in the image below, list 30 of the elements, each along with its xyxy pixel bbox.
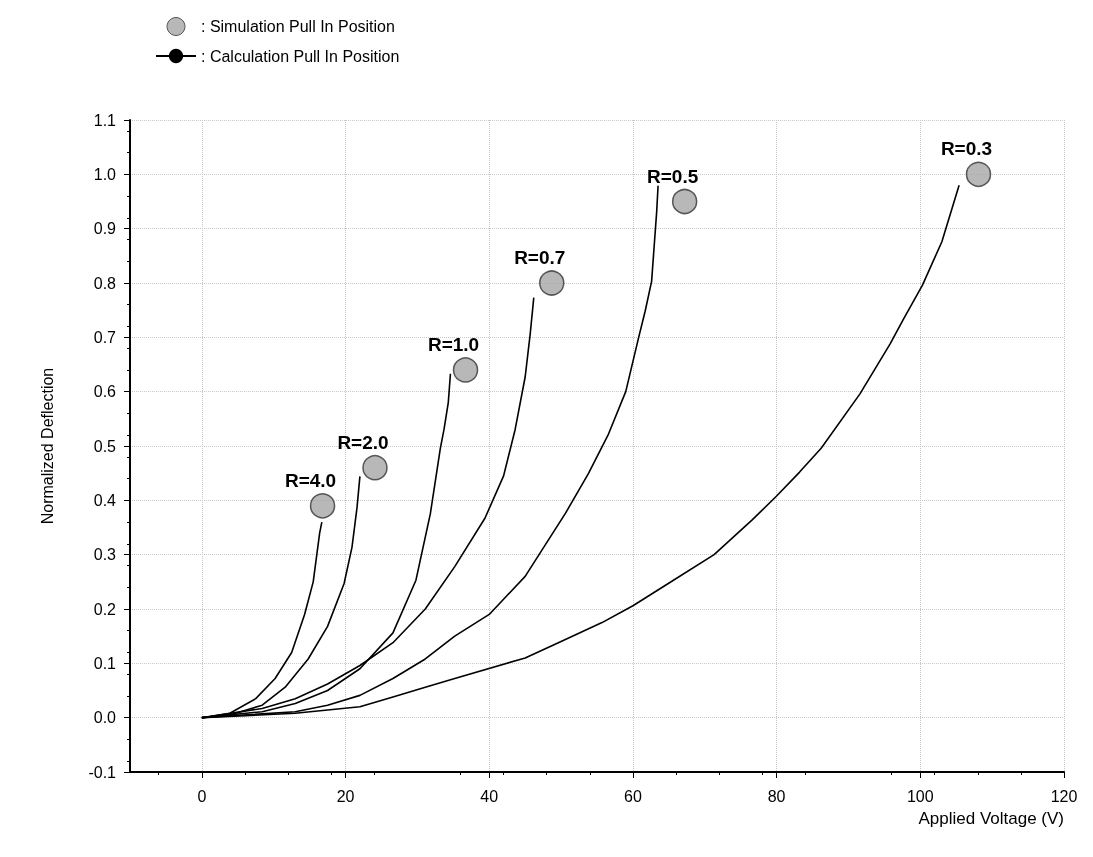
annotation: R=0.3 xyxy=(940,138,993,160)
legend-label: : Calculation Pull In Position xyxy=(201,47,400,65)
x-tick-label: 100 xyxy=(906,787,934,805)
y-tick-label: -0.1 xyxy=(88,763,117,781)
y-axis-title: Normalized Deflection xyxy=(38,367,56,525)
y-tick-label: 0.2 xyxy=(93,600,117,618)
annotation: R=0.5 xyxy=(647,165,699,187)
y-tick-label: 0.7 xyxy=(93,328,117,346)
x-tick-label: 40 xyxy=(480,787,499,805)
y-tick-label: 0.4 xyxy=(93,491,117,509)
annotation: R=1.0 xyxy=(427,333,480,355)
legend-label: : Simulation Pull In Position xyxy=(201,18,395,35)
y-tick-label: 0.0 xyxy=(93,709,117,727)
annotation: R=4.0 xyxy=(284,469,337,491)
y-tick-label: 0.9 xyxy=(93,220,117,238)
x-axis-title: Applied Voltage (V) xyxy=(918,809,1064,828)
y-tick-label: 0.6 xyxy=(93,383,117,401)
annotation: R=0.7 xyxy=(514,247,566,268)
x-tick-label: 0 xyxy=(197,787,207,805)
x-tick-label: 80 xyxy=(767,787,786,805)
x-tick-label: 120 xyxy=(1050,787,1078,805)
x-tick-label: 20 xyxy=(336,787,355,805)
x-tick-label: 60 xyxy=(624,787,642,805)
y-tick-label: 1.0 xyxy=(93,165,117,183)
annotation: R=2.0 xyxy=(337,431,389,453)
y-tick-label: 0.1 xyxy=(93,654,117,672)
y-tick-label: 0.5 xyxy=(93,437,117,455)
y-tick-label: 0.3 xyxy=(93,546,117,564)
y-tick-label: 1.1 xyxy=(93,111,117,129)
y-tick-label: 0.8 xyxy=(93,274,117,292)
